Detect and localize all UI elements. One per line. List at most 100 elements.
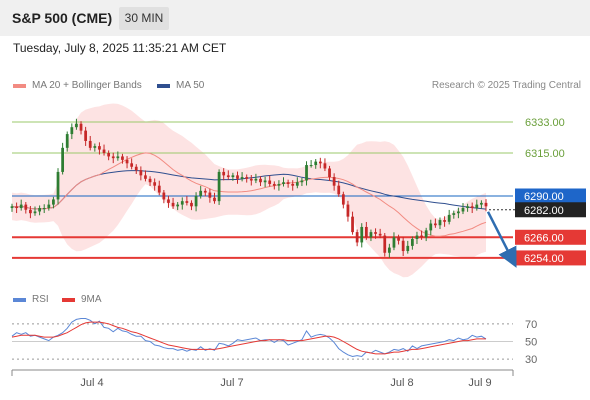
legend-ma20-label: MA 20 + Bollinger Bands (32, 80, 142, 91)
x-tick-label: Jul 8 (390, 377, 413, 389)
candle-body (61, 147, 65, 172)
candle-body (406, 245, 410, 252)
last-price-badge (515, 202, 586, 218)
candle-body (130, 163, 134, 167)
candle-body (167, 199, 170, 203)
candle-body (305, 165, 308, 181)
level-label-6266.00: 6266.00 (524, 232, 564, 244)
x-tick-label: Jul 9 (468, 377, 491, 389)
candle-body (217, 171, 221, 202)
candle-body (360, 226, 364, 243)
candle-body (355, 232, 359, 243)
candle-body (107, 153, 111, 157)
candle-body (144, 175, 147, 179)
level-label-6315.00: 6315.00 (525, 148, 565, 160)
candle-body (254, 178, 258, 181)
candle-body (88, 140, 92, 148)
candle-body (47, 204, 51, 209)
rsi-tick-70: 70 (525, 319, 537, 331)
candle-body (438, 220, 442, 226)
bollinger-bands (12, 103, 486, 278)
candle-body (272, 183, 276, 186)
candle-body (397, 237, 400, 241)
instrument-title: S&P 500 (CME) (12, 10, 113, 26)
candle-body (282, 182, 285, 184)
candle-body (52, 199, 55, 205)
candle-body (231, 175, 235, 178)
candle-body (433, 223, 437, 226)
candle-body (185, 201, 189, 203)
timestamp: Tuesday, July 8, 2025 11:35:21 AM CET (13, 41, 227, 55)
candle-body (268, 180, 272, 184)
candle-body (424, 230, 428, 238)
candle-body (222, 171, 226, 176)
candle-body (323, 163, 327, 169)
candle-body (245, 177, 249, 179)
rsi-tick-50: 50 (525, 337, 537, 349)
candle-body (466, 206, 469, 209)
candle-body (15, 206, 18, 209)
candle-body (369, 232, 373, 238)
candle-body (139, 170, 143, 176)
candle-body (351, 216, 354, 233)
candle-body (480, 202, 483, 205)
candle-body (102, 149, 106, 153)
level-badge-6290.00 (515, 188, 586, 204)
ma50-swatch (157, 83, 170, 88)
candle-body (190, 202, 193, 207)
candle-body (226, 175, 230, 178)
candle-body (93, 146, 97, 148)
candle-body (70, 127, 74, 135)
candle-body (24, 204, 28, 210)
rsi-panel: 70 50 30 (11, 318, 537, 366)
candle-body (10, 206, 14, 209)
candle-body (111, 156, 115, 159)
candle-body (443, 220, 446, 222)
candle-body (75, 123, 78, 128)
candle-body (291, 183, 295, 186)
candle-body (42, 208, 46, 210)
header-bar: S&P 500 (CME) 30 MIN (0, 0, 590, 36)
candlesticks (10, 118, 488, 258)
candle-body (374, 232, 377, 234)
rsi-ma-swatch (62, 297, 75, 302)
last-price-label: 6282.00 (524, 205, 564, 217)
moving-averages (11, 152, 487, 237)
candle-body (240, 177, 244, 179)
candle-body (378, 233, 382, 236)
candle-body (208, 192, 212, 198)
candle-body (79, 123, 83, 131)
candle-body (56, 171, 60, 200)
candle-body (263, 180, 267, 183)
candle-body (19, 204, 23, 209)
price-levels: 6333.00 6315.00 6290.00 6266.00 6254.00 (12, 117, 586, 266)
candle-body (410, 239, 414, 246)
time-axis: Jul 4 Jul 7 Jul 8 Jul 9 (11, 369, 514, 389)
legend-rsi: RSI (13, 294, 49, 305)
candle-body (116, 156, 120, 159)
candle-body (277, 183, 281, 186)
ma20-line (11, 152, 487, 237)
candle-body (429, 223, 433, 231)
legend-ma50: MA 50 (157, 80, 204, 91)
candle-body (134, 166, 138, 171)
candle-body (346, 204, 350, 217)
candle-body (314, 161, 318, 166)
candle-body (259, 178, 262, 183)
candle-body (249, 178, 253, 181)
legend-ma20: MA 20 + Bollinger Bands (13, 80, 142, 91)
candle-body (461, 208, 465, 212)
legend-ma50-label: MA 50 (176, 80, 205, 91)
candle-body (387, 247, 391, 253)
forecast-arrow (486, 211, 517, 268)
candle-body (236, 175, 239, 179)
candle-body (180, 201, 184, 205)
candle-body (29, 209, 32, 214)
timeframe-button[interactable]: 30 MIN (119, 7, 169, 30)
legend-rsi-ma-label: 9MA (81, 294, 102, 305)
candle-body (125, 159, 129, 164)
candle-body (452, 213, 456, 215)
candle-body (328, 168, 331, 178)
x-tick-label: Jul 4 (80, 377, 103, 389)
candle-body (157, 185, 161, 193)
